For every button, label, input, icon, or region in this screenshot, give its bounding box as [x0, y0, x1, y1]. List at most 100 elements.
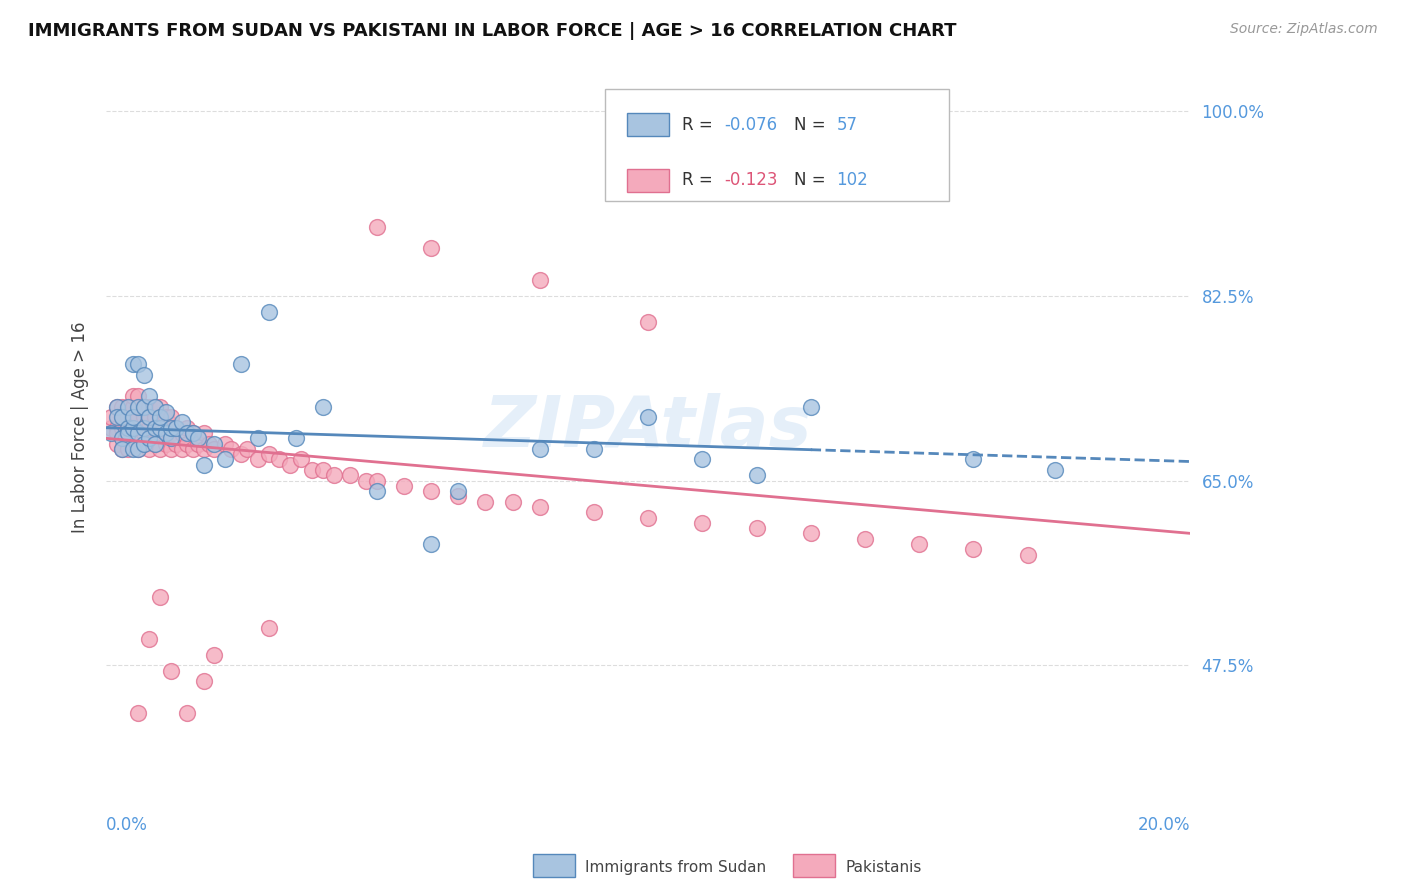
Point: [420, 241, 443, 255]
Point: [176, 425, 198, 440]
Point: [1017, 548, 1039, 562]
Point: [170, 425, 193, 440]
Point: [176, 436, 198, 450]
Point: [132, 410, 155, 425]
Point: [105, 421, 128, 435]
Point: [908, 537, 931, 551]
Point: [111, 421, 134, 435]
Point: [219, 442, 242, 456]
Point: [149, 410, 172, 425]
Point: [637, 510, 659, 524]
Point: [202, 442, 225, 456]
Point: [165, 421, 187, 435]
Text: N =: N =: [794, 116, 831, 134]
Point: [132, 436, 155, 450]
Point: [149, 421, 172, 435]
Point: [637, 315, 659, 329]
Point: [231, 447, 253, 461]
Point: [127, 425, 149, 440]
Text: Source: ZipAtlas.com: Source: ZipAtlas.com: [1230, 22, 1378, 37]
Point: [278, 458, 301, 472]
Point: [193, 442, 215, 456]
Point: [138, 400, 160, 414]
Point: [962, 542, 984, 557]
Point: [246, 431, 269, 445]
Point: [165, 436, 187, 450]
Point: [155, 425, 177, 440]
Point: [111, 410, 134, 425]
Point: [529, 273, 551, 287]
Point: [105, 400, 128, 414]
Point: [127, 706, 149, 720]
Point: [122, 421, 145, 435]
Point: [132, 400, 155, 414]
Point: [155, 436, 177, 450]
Point: [143, 421, 166, 435]
Point: [160, 431, 183, 445]
Point: [582, 442, 605, 456]
Point: [117, 425, 139, 440]
Text: R =: R =: [682, 171, 718, 189]
Point: [127, 357, 149, 371]
Point: [132, 421, 155, 435]
Point: [176, 706, 198, 720]
Point: [138, 442, 160, 456]
Point: [160, 442, 183, 456]
Point: [105, 436, 128, 450]
Point: [181, 442, 204, 456]
Point: [149, 425, 172, 440]
Point: [111, 410, 134, 425]
Point: [149, 410, 172, 425]
Point: [132, 425, 155, 440]
Point: [160, 410, 183, 425]
Point: [132, 436, 155, 450]
Point: [127, 410, 149, 425]
Point: [117, 442, 139, 456]
Point: [127, 442, 149, 456]
Point: [127, 400, 149, 414]
Point: [138, 421, 160, 435]
Point: [257, 304, 280, 318]
Text: -0.123: -0.123: [724, 171, 778, 189]
Point: [138, 389, 160, 403]
Point: [160, 664, 183, 678]
Point: [117, 421, 139, 435]
Point: [127, 389, 149, 403]
Point: [143, 421, 166, 435]
Point: [138, 431, 160, 445]
Point: [745, 468, 768, 483]
Point: [143, 436, 166, 450]
Point: [392, 479, 415, 493]
Point: [312, 463, 335, 477]
Point: [800, 526, 823, 541]
Text: -0.076: -0.076: [724, 116, 778, 134]
Point: [132, 421, 155, 435]
Point: [127, 400, 149, 414]
Point: [236, 442, 259, 456]
Point: [447, 489, 470, 503]
Point: [143, 410, 166, 425]
Point: [214, 452, 236, 467]
Point: [165, 421, 187, 435]
Point: [122, 357, 145, 371]
Point: [122, 400, 145, 414]
Point: [111, 400, 134, 414]
Point: [529, 442, 551, 456]
Point: [122, 436, 145, 450]
Point: [193, 458, 215, 472]
Point: [187, 431, 209, 445]
Point: [198, 436, 221, 450]
Point: [100, 410, 122, 425]
Point: [138, 410, 160, 425]
Point: [366, 484, 388, 499]
Point: [117, 410, 139, 425]
Text: Pakistanis: Pakistanis: [845, 860, 921, 874]
Text: 57: 57: [837, 116, 858, 134]
Point: [529, 500, 551, 514]
Point: [214, 436, 236, 450]
Point: [127, 425, 149, 440]
Point: [155, 421, 177, 435]
Point: [111, 431, 134, 445]
Point: [160, 425, 183, 440]
Point: [155, 405, 177, 419]
